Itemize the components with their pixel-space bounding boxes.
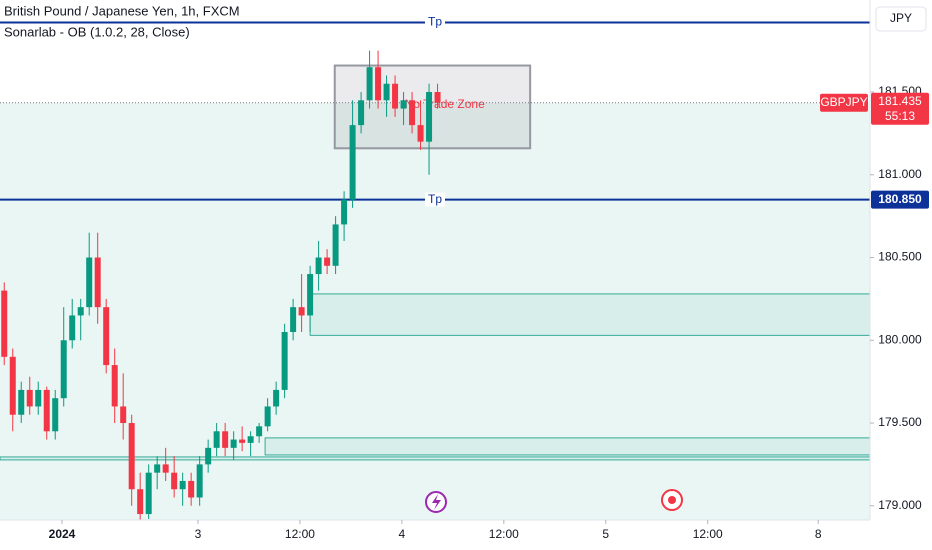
y-tick-label: 179.000 — [878, 498, 922, 512]
tp-label-bg — [425, 192, 445, 207]
candle-body — [205, 447, 212, 465]
x-tick-label: 12:00 — [693, 527, 723, 541]
candle-body — [281, 331, 288, 390]
candle-body — [94, 257, 101, 308]
candle-body — [273, 389, 280, 407]
candle-body — [383, 83, 390, 101]
candle-body — [247, 436, 254, 443]
x-tick-label: 3 — [195, 527, 202, 541]
candle-body — [188, 480, 195, 498]
event-icon[interactable] — [425, 491, 447, 513]
candle-body — [426, 92, 433, 142]
candle-body — [18, 389, 25, 415]
candle-body — [111, 365, 118, 407]
candle-body — [315, 257, 322, 275]
order-block — [309, 293, 871, 336]
candle-body — [239, 439, 246, 443]
candle-body — [434, 92, 441, 103]
candle-body — [409, 100, 416, 126]
candle-body — [349, 125, 356, 200]
currency-button[interactable] — [875, 6, 927, 32]
candle-body — [86, 257, 93, 308]
candle-body — [307, 274, 314, 316]
x-tick-label: 12:00 — [489, 527, 519, 541]
candle-body — [400, 100, 407, 109]
candle-body — [120, 406, 127, 424]
candle-body — [341, 199, 348, 225]
x-tick-label: 2024 — [49, 527, 76, 541]
candle-body — [264, 406, 271, 427]
symbol-tag-label: GBPJPY — [820, 95, 867, 109]
y-tick-label: 179.500 — [878, 415, 922, 429]
indicator-label: Sonarlab - OB (1.0.2, 28, Close) — [4, 24, 190, 39]
box-label: No Trade Zone — [405, 97, 485, 111]
candle-body — [392, 83, 399, 109]
candle-body — [290, 307, 297, 332]
candle-body — [9, 356, 16, 415]
candle-body — [256, 426, 263, 437]
candle-body — [162, 464, 169, 473]
currency[interactable]: JPY — [890, 11, 912, 25]
last-price-label: 181.435 — [878, 94, 922, 108]
candle-body — [332, 224, 339, 266]
candle-body — [60, 340, 67, 399]
price-axis — [870, 0, 932, 550]
candle-body — [35, 389, 42, 407]
plot: No Trade Zone Tp Tp — [0, 15, 932, 523]
y-tick-label: 180.000 — [878, 332, 922, 346]
tp-label: Tp — [428, 192, 442, 206]
candle-body — [137, 489, 144, 515]
candle-body — [103, 307, 110, 366]
candle-body — [1, 290, 8, 357]
candle-body — [145, 472, 152, 515]
tp-label: Tp — [428, 15, 442, 29]
chart-title: British Pound / Japanese Yen, 1h, FXCM — [4, 3, 240, 18]
y-tick-label: 181.000 — [878, 167, 922, 181]
candle-body — [358, 100, 365, 126]
candle-body — [52, 398, 59, 432]
candle-body — [26, 389, 33, 407]
x-tick-label: 12:00 — [285, 527, 315, 541]
candle-body — [77, 307, 84, 316]
candle-body — [43, 389, 50, 432]
candle-body — [366, 67, 373, 101]
candle-body — [222, 431, 229, 448]
candle-body — [179, 480, 186, 490]
candle-body — [69, 315, 76, 341]
candle-body — [298, 307, 305, 316]
candle-body — [171, 472, 178, 490]
ob-background — [0, 102, 870, 520]
y-tick-label: 180.500 — [878, 250, 922, 264]
candle-body — [417, 125, 424, 142]
price-tag-label: 180.850 — [878, 192, 922, 206]
time-axis — [0, 520, 870, 550]
candle-body — [324, 257, 331, 266]
candle-body — [213, 431, 220, 448]
x-tick-label: 8 — [815, 527, 822, 541]
x-tick-label: 4 — [399, 527, 406, 541]
order-block — [264, 437, 871, 456]
symbol-tag — [820, 93, 868, 112]
countdown: 55:13 — [885, 109, 915, 123]
price-tag — [871, 190, 929, 209]
candle-body — [230, 439, 237, 448]
tp-label-bg — [425, 15, 445, 30]
candle-body — [196, 464, 203, 498]
candle-body — [128, 423, 135, 490]
x-tick-label: 5 — [602, 527, 609, 541]
event-icon[interactable] — [661, 489, 683, 511]
candle-body — [375, 67, 382, 101]
last-price-tag — [871, 92, 929, 125]
candle-body — [154, 464, 161, 473]
